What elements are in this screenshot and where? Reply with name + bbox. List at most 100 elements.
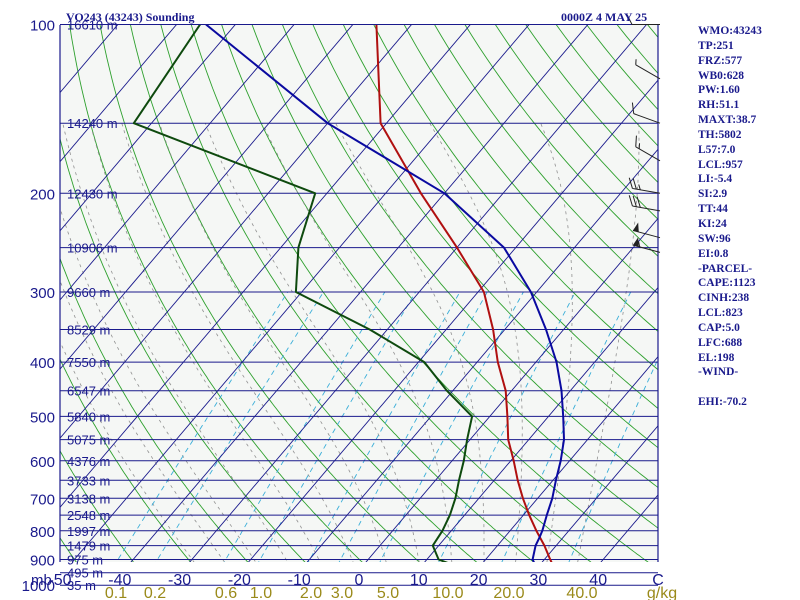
x-tick-label: 10 [410,572,428,589]
index-item: TP:251 [698,39,734,52]
index-item: SI:2.9 [698,188,728,201]
barb-staff [632,187,661,194]
stability-indices: WMO:43243 TP:251 FRZ:577 WB0:628 PW:1.60 RH:5… [698,24,762,410]
mixing-ratio-line [258,291,416,562]
temperature-line [375,25,553,562]
barb-half [638,143,641,149]
height-label-600: 4376 m [67,454,110,469]
isotherm [60,25,412,439]
x-tick-label: -30 [168,572,191,589]
dry-adiabat [343,25,658,410]
barb-half [635,59,637,65]
index-item: LI:-5.4 [698,173,733,186]
isotherm [189,25,647,562]
dry-adiabat [464,25,658,257]
height-label-950: 495 m [67,566,103,581]
height-label-300: 9660 m [67,285,110,300]
index-item: EL:198 [698,351,735,364]
barb-full [626,14,633,25]
index-item: EHI:-70.2 [698,396,747,409]
x-tick-label: -10 [288,572,311,589]
index-item: EI:0.8 [698,247,729,260]
index-item: FRZ:577 [698,54,743,67]
index-item: CINH:238 [698,292,750,305]
pressure-label-200: 200 [30,186,55,203]
height-label-550: 5075 m [67,433,110,448]
mixing-ratio-line [338,291,488,562]
wind-barb [632,222,661,239]
index-item: WMO:43243 [698,25,762,37]
barb-staff [635,64,661,80]
mixing-ratio-tick-label: 0.2 [144,585,166,600]
mixing-ratio-tick-label: 1.0 [250,585,272,600]
height-label-450: 6547 m [67,384,110,399]
height-label-750: 2548 m [67,508,110,523]
x-tick-label: -20 [228,572,251,589]
mixing-ratio-line [379,291,524,562]
mixing-ratio-line [501,291,632,562]
index-item: CAP:5.0 [698,321,740,334]
isotherm [600,494,658,562]
height-label-500: 5840 m [67,409,110,424]
mixing-ratio-line [438,291,576,562]
isotherm [130,25,589,562]
pressure-label-500: 500 [30,409,55,426]
dry-adiabat [373,25,658,371]
dry-adiabat [403,25,658,333]
barb-full [631,102,635,114]
y-axis-title: mb [31,572,52,589]
barb-staff [632,229,661,239]
wind-barb [626,14,660,25]
mixing-ratio-tick-label: 2.0 [300,585,322,600]
isotherm [482,356,658,562]
mixing-ratio-tick-label: g/kg [647,585,677,600]
mixing-ratio-tick-label: 20.0 [493,585,524,600]
pressure-label-600: 600 [30,454,55,471]
barb-staff [632,205,661,212]
isotherm [247,79,658,562]
pressure-label-1000: 1000 [22,578,55,595]
height-label-1000: 35 m [67,578,96,593]
parcel-line [205,25,565,562]
index-item: PW:1.60 [698,84,740,97]
station-title: VO243 (43243) Sounding [66,10,195,24]
mixing-ratio-lines [115,291,658,562]
barb-pennant [632,237,639,247]
wind-barb [631,102,661,124]
mixing-ratio-tick-label: 5.0 [377,585,399,600]
barb-staff [633,113,661,124]
isotherm [60,25,236,232]
isotherm [306,148,658,562]
isotherm [541,425,658,562]
x-tick-label: 0 [355,572,364,589]
mixing-ratio-tick-label: 40.0 [566,585,597,600]
x-tick-label: 20 [470,572,488,589]
x-tick-label: C [652,572,664,589]
valid-time: 0000Z 4 MAY 25 [561,10,648,24]
height-label-250: 10906 m [67,241,118,256]
dry-adiabat [282,25,658,489]
pressure-label-400: 400 [30,355,55,372]
height-label-100: 16610 m [67,18,118,33]
mixing-ratio-line [223,291,386,562]
index-item: TH:5802 [698,128,742,141]
barb-full [636,196,641,208]
x-tick-label: -50 [48,572,71,589]
isotherm [71,25,530,562]
index-item: TT:44 [698,203,728,216]
barb-half [638,241,641,248]
isobars [59,24,659,586]
pressure-label-800: 800 [30,524,55,541]
index-item [698,380,762,395]
x-tick-label: -40 [108,572,131,589]
dry-adiabat [312,25,658,449]
isotherm [60,25,177,163]
height-label-200: 12430 m [67,186,118,201]
index-item: KI:24 [698,217,727,230]
index-item: MAXT:38.7 [698,114,757,127]
barb-full [628,177,633,189]
isotherm [60,25,354,370]
x-tick-label: 30 [530,572,548,589]
height-label-400: 7550 m [67,355,110,370]
